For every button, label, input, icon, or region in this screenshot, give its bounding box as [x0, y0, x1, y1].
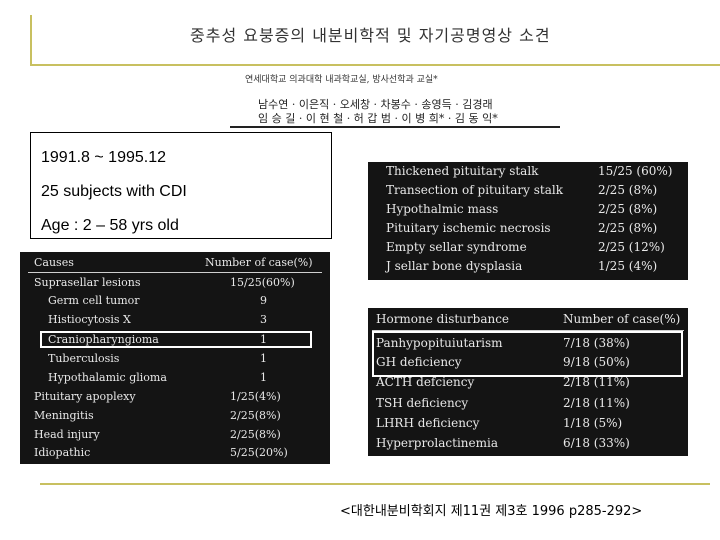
header-value: Number of case(%): [205, 256, 313, 269]
row-label: Hypothalmic mass: [386, 202, 499, 216]
row-label: Tuberculosis: [48, 352, 120, 365]
row-label: Craniopharyngioma: [48, 333, 159, 346]
row-value: 1: [260, 371, 267, 384]
study-age-range: Age : 2 – 58 yrs old: [41, 217, 179, 234]
row-value: 6/18 (33%): [563, 436, 630, 450]
authors-line-2: 임 승 길 · 이 현 철 · 허 갑 범 · 이 병 희* · 김 동 익*: [258, 112, 498, 125]
header-divider: [372, 330, 684, 331]
row-value: 15/25 (60%): [598, 164, 673, 178]
authors-underline: [230, 126, 560, 128]
row-value: 15/25(60%): [230, 276, 295, 289]
decorative-top-rule: [30, 64, 720, 66]
row-value: 2/25 (8%): [598, 221, 658, 235]
row-value: 2/18 (11%): [563, 396, 630, 410]
row-label: Histiocytosis X: [48, 313, 131, 326]
row-label: Empty sellar syndrome: [386, 240, 527, 254]
paper-title: 중추성 요붕증의 내분비학적 및 자기공명영상 소견: [190, 26, 551, 45]
row-value: 1/18 (5%): [563, 416, 623, 430]
row-label: Panhypopituiutarism: [376, 336, 503, 350]
row-label: Idiopathic: [34, 446, 91, 459]
row-value: 1/25 (4%): [598, 259, 658, 273]
row-label: GH deficiency: [376, 355, 462, 369]
decorative-bottom-rule: [40, 483, 710, 485]
row-value: 2/25(8%): [230, 428, 281, 441]
row-label: Hyperprolactinemia: [376, 436, 498, 450]
row-label: Head injury: [34, 428, 100, 441]
row-value: 1/25(4%): [230, 390, 281, 403]
row-value: 3: [260, 313, 267, 326]
row-value: 9/18 (50%): [563, 355, 630, 369]
craniopharyngioma-highlight: [40, 331, 312, 348]
causes-table: Causes Number of case(%) Suprasellar les…: [20, 252, 330, 464]
citation: <대한내분비학회지 제11권 제3호 1996 p285-292>: [340, 504, 643, 519]
paper-title-area: 중추성 요붕증의 내분비학적 및 자기공명영상 소견: [190, 22, 690, 46]
row-label: J sellar bone dysplasia: [386, 259, 523, 273]
header-label: Hormone disturbance: [376, 312, 510, 326]
row-value: 9: [260, 294, 267, 307]
hormone-highlight: [372, 331, 683, 377]
row-label: ACTH defciency: [376, 375, 475, 389]
study-subjects: 25 subjects with CDI: [41, 183, 187, 200]
row-value: 2/25(8%): [230, 409, 281, 422]
row-label: LHRH deficiency: [376, 416, 480, 430]
row-value: 1: [260, 333, 267, 346]
row-value: 2/25 (8%): [598, 202, 658, 216]
row-label: Hypothalamic glioma: [48, 371, 167, 384]
row-label: Suprasellar lesions: [34, 276, 141, 289]
row-value: 2/18 (11%): [563, 375, 630, 389]
authors-line-1: 남수연 · 이은직 · 오세창 · 차봉수 · 송영득 · 김경래: [258, 98, 493, 111]
study-info-box: 1991.8 ~ 1995.12 25 subjects with CDI Ag…: [30, 132, 332, 239]
row-label: Thickened pituitary stalk: [386, 164, 539, 178]
row-label: TSH deficiency: [376, 396, 469, 410]
affiliation: 연세대학교 의과대학 내과학교실, 방사선학과 교실*: [245, 75, 438, 85]
row-value: 1: [260, 352, 267, 365]
row-value: 2/25 (8%): [598, 183, 658, 197]
header-value: Number of case(%): [563, 312, 681, 326]
mri-findings-table: Thickened pituitary stalk 15/25 (60%) Tr…: [368, 162, 688, 280]
study-period: 1991.8 ~ 1995.12: [41, 149, 167, 166]
header-label: Causes: [34, 256, 74, 269]
row-value: 2/25 (12%): [598, 240, 665, 254]
header-divider: [28, 272, 322, 273]
row-value: 7/18 (38%): [563, 336, 630, 350]
row-label: Pituitary ischemic necrosis: [386, 221, 551, 235]
decorative-vertical-line: [30, 15, 32, 65]
row-label: Pituitary apoplexy: [34, 390, 136, 403]
row-label: Transection of pituitary stalk: [386, 183, 563, 197]
row-label: Germ cell tumor: [48, 294, 140, 307]
row-label: Meningitis: [34, 409, 94, 422]
row-value: 5/25(20%): [230, 446, 288, 459]
